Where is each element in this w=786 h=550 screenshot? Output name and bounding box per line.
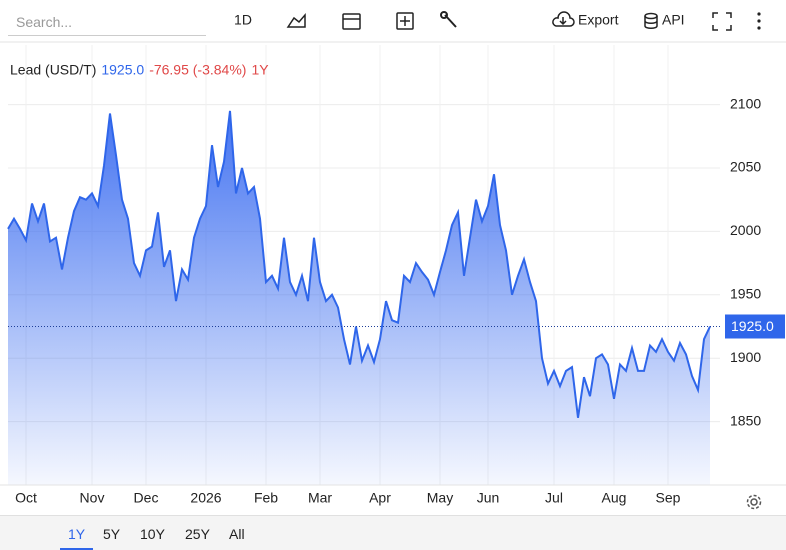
line — [7, 110, 711, 418]
range-button[interactable]: 5Y — [103, 526, 121, 542]
last-price-label: 1925.0 — [731, 318, 774, 334]
x-tick-label: 2026 — [190, 490, 221, 506]
x-tick-label: Dec — [134, 490, 159, 506]
add-icon[interactable] — [396, 12, 414, 30]
x-tick-label: Jun — [477, 490, 500, 506]
x-tick-label: Oct — [15, 490, 37, 506]
area — [8, 110, 710, 486]
api-icon[interactable] — [644, 12, 658, 29]
range-bar: 1Y 5Y 10Y 25Y All — [0, 515, 786, 550]
x-tick-label: May — [427, 490, 453, 506]
menu-icon[interactable] — [757, 12, 761, 30]
y-tick-label: 2000 — [730, 222, 761, 238]
y-tick-label: 2100 — [730, 95, 761, 111]
interval-button[interactable]: 1D — [234, 12, 252, 28]
x-tick-label: Mar — [308, 490, 332, 506]
search-input[interactable]: Search... — [8, 8, 206, 36]
x-tick-label: Sep — [656, 490, 681, 506]
range-button[interactable]: 1Y — [60, 526, 94, 550]
last-price-box — [725, 314, 785, 339]
calendar-icon[interactable] — [342, 13, 361, 30]
settings-wrench-icon[interactable] — [440, 11, 457, 28]
fullscreen-icon[interactable] — [712, 12, 732, 31]
legend-price: 1925.0 — [101, 62, 144, 78]
api-button[interactable]: API — [662, 12, 685, 28]
y-tick-label: 1950 — [730, 286, 761, 302]
range-button[interactable]: 25Y — [185, 526, 210, 542]
range-button[interactable]: 10Y — [140, 526, 165, 542]
x-tick-label: Apr — [369, 490, 391, 506]
x-tick-label: Feb — [254, 490, 278, 506]
range-button[interactable]: All — [229, 526, 245, 542]
x-tick-label: Aug — [602, 490, 627, 506]
chart-type-icon[interactable] — [286, 12, 306, 28]
chart: 1D Export API Lead (USD/T) 1925.0 -76.95… — [0, 11, 786, 510]
legend-change: -76.95 (-3.84%) — [149, 62, 246, 78]
legend-name: Lead (USD/T) — [10, 62, 96, 78]
export-button[interactable]: Export — [578, 12, 619, 28]
export-icon[interactable] — [552, 11, 575, 27]
legend-period: 1Y — [251, 62, 269, 78]
x-tick-label: Nov — [80, 490, 105, 506]
settings-gear[interactable] — [746, 494, 762, 510]
y-tick-label: 1850 — [730, 412, 761, 428]
y-tick-label: 2050 — [730, 159, 761, 175]
y-tick-label: 1900 — [730, 349, 761, 365]
x-tick-label: Jul — [545, 490, 563, 506]
